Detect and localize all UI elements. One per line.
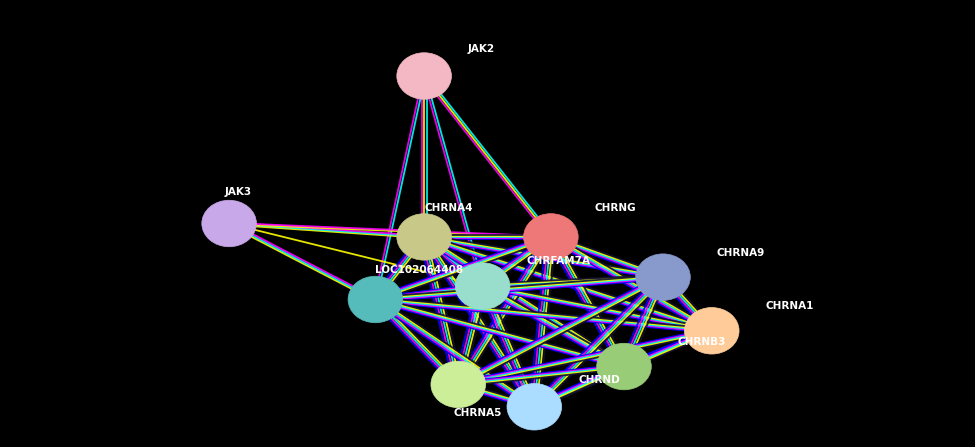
Text: CHRNG: CHRNG (595, 203, 637, 213)
Text: JAK2: JAK2 (468, 44, 495, 54)
Text: CHRND: CHRND (578, 375, 620, 385)
Ellipse shape (507, 384, 562, 430)
Text: CHRNA1: CHRNA1 (765, 301, 814, 311)
Text: CHRNB3: CHRNB3 (678, 337, 726, 347)
Ellipse shape (524, 214, 578, 260)
Ellipse shape (397, 214, 451, 260)
Ellipse shape (684, 308, 739, 354)
Ellipse shape (431, 361, 486, 408)
Text: CHRNA4: CHRNA4 (424, 203, 473, 213)
Text: CHRFAM7A: CHRFAM7A (526, 257, 591, 266)
Ellipse shape (348, 276, 403, 323)
Text: CHRNA9: CHRNA9 (717, 248, 764, 257)
Ellipse shape (397, 53, 451, 99)
Text: CHRNA5: CHRNA5 (453, 409, 502, 418)
Ellipse shape (455, 263, 510, 309)
Ellipse shape (636, 254, 690, 300)
Text: LOC102064408: LOC102064408 (375, 266, 463, 275)
Ellipse shape (597, 343, 651, 390)
Ellipse shape (202, 200, 256, 247)
Text: JAK3: JAK3 (224, 187, 252, 197)
